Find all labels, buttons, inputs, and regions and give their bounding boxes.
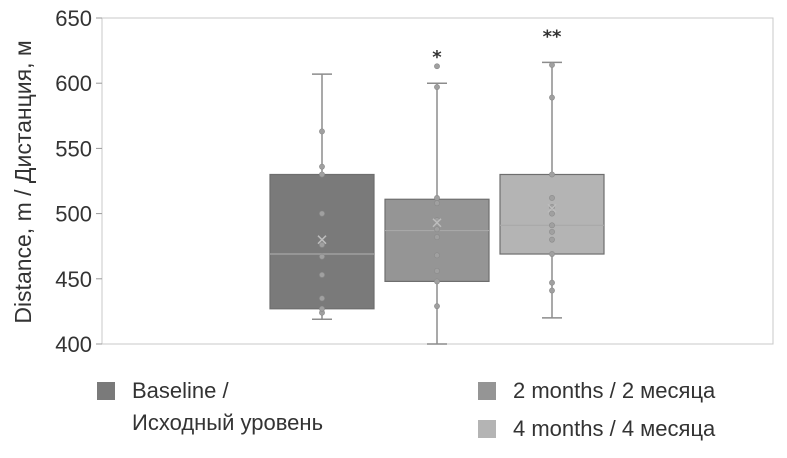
- y-tick-label: 550: [55, 136, 92, 161]
- box-iqr: [269, 173, 375, 310]
- data-point: [549, 62, 555, 68]
- data-point: [549, 236, 555, 243]
- mean-marker-stroke: [317, 235, 327, 245]
- data-point: [434, 226, 440, 233]
- data-point: [549, 94, 555, 101]
- legend-label-2-months-line-1: 2 months / 2 месяца: [513, 378, 716, 403]
- y-tick-label: 400: [55, 332, 92, 357]
- y-tick-label: 600: [55, 71, 92, 96]
- data-point: [549, 251, 555, 257]
- data-point: [549, 204, 555, 210]
- mean-marker: [547, 203, 557, 213]
- box-iqr: [384, 198, 490, 283]
- legend-label-baseline: Baseline / Исходный уровень: [132, 375, 323, 439]
- legend-label-4-months: 4 months / 4 месяца: [513, 413, 715, 445]
- data-point: [434, 63, 440, 70]
- data-point: [319, 305, 325, 312]
- legend-label-baseline-line-2: Исходный уровень: [132, 410, 324, 435]
- significance-label: *: [432, 47, 442, 68]
- data-point: [434, 268, 440, 274]
- legend-item-2-months: 2 months / 2 месяца: [478, 375, 715, 407]
- boxes: [269, 61, 605, 345]
- y-tick-label: 650: [55, 6, 92, 31]
- data-point: [434, 252, 440, 259]
- mean-marker: [432, 218, 442, 228]
- significance-label: **: [543, 26, 562, 47]
- data-point: [434, 278, 440, 285]
- legend-item-4-months: 4 months / 4 месяца: [478, 413, 715, 445]
- legend-label-4-months-line-1: 4 months / 4 месяца: [513, 416, 716, 441]
- data-point: [549, 195, 555, 201]
- y-axis-label: Distance, m / Дистанция, м: [10, 40, 36, 323]
- data-point: [319, 128, 325, 135]
- box-series-1: [269, 73, 375, 320]
- mean-marker: [317, 235, 327, 245]
- data-point: [319, 271, 325, 278]
- data-point: [549, 210, 555, 217]
- data-point: [549, 228, 555, 235]
- y-tick-label: 450: [55, 267, 92, 292]
- data-point: [434, 234, 440, 240]
- data-point: [549, 222, 555, 229]
- y-axis: 400 450 500 550 600 650: [55, 6, 102, 357]
- legend-swatch-2-months: [478, 382, 496, 400]
- data-point: [319, 171, 325, 178]
- data-point: [319, 295, 325, 302]
- y-tick-label: 500: [55, 202, 92, 227]
- data-point: [319, 253, 325, 260]
- box-series-3: [499, 61, 605, 319]
- legend-swatch-4-months: [478, 420, 496, 438]
- data-point: [319, 210, 325, 217]
- data-point: [549, 171, 555, 178]
- mean-marker-stroke: [547, 203, 557, 213]
- legend-item-baseline: Baseline / Исходный уровень: [97, 375, 323, 439]
- mean-marker-stroke: [432, 218, 442, 228]
- box-series-2: [384, 63, 490, 345]
- data-point: [319, 241, 325, 248]
- legend-label-baseline-line-1: Baseline /: [132, 378, 229, 403]
- data-point: [434, 200, 440, 207]
- data-point: [434, 303, 440, 310]
- data-point: [434, 84, 440, 91]
- data-point: [549, 287, 555, 294]
- legend-label-2-months: 2 months / 2 месяца: [513, 375, 715, 407]
- data-point: [434, 195, 440, 201]
- legend-swatch-baseline: [97, 382, 115, 400]
- significance-markers: ***: [432, 26, 562, 68]
- data-point: [319, 163, 325, 170]
- data-point: [549, 279, 555, 286]
